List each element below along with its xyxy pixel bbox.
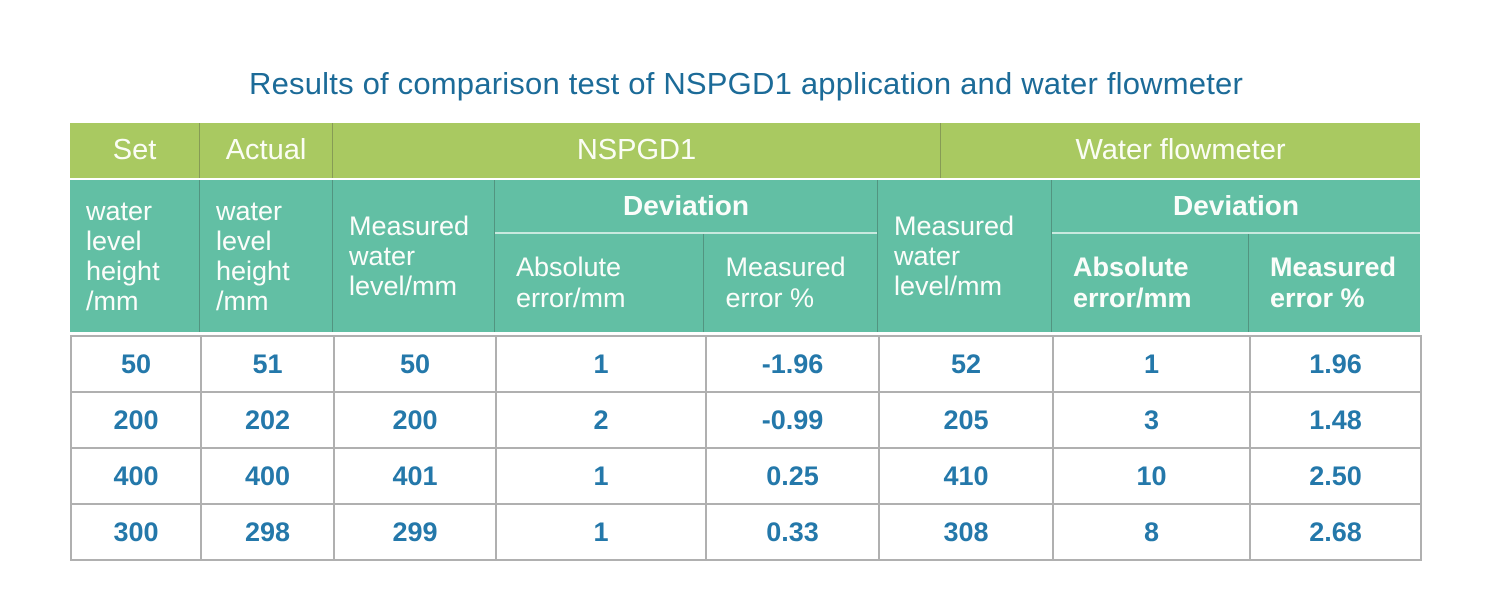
subheader-actual-water-level: water level height /mm — [200, 180, 333, 332]
table-cell: 50 — [333, 335, 497, 393]
deviation-label-nspgd1: Deviation — [495, 180, 877, 234]
data-table: 50 51 50 1 -1.96 52 1 1.96 200 202 200 2… — [70, 335, 1422, 561]
table-cell: 51 — [200, 335, 335, 393]
table-cell: 1 — [1052, 335, 1251, 393]
header-nspgd1: NSPGD1 — [333, 123, 941, 178]
subheader-wf-absolute-error: Absolute error/mm — [1052, 234, 1249, 332]
subheader-wf-measured: Measured water level/mm — [878, 180, 1052, 332]
table-cell: 200 — [70, 391, 202, 449]
table-cell: 400 — [200, 447, 335, 505]
table-row: 200 202 200 2 -0.99 205 3 1.48 — [70, 391, 1422, 449]
table-cell: 50 — [70, 335, 202, 393]
subheader-nspgd1-measured-error: Measured error % — [725, 252, 846, 313]
table-cell: 1.96 — [1249, 335, 1422, 393]
table-cell: -1.96 — [705, 335, 880, 393]
subheader-wf-measured-error: Measured error % — [1270, 252, 1397, 313]
table-cell: 205 — [878, 391, 1054, 449]
table-cell: 300 — [70, 503, 202, 561]
deviation-group-nspgd1: Deviation Absolute error/mm Measured err… — [495, 180, 878, 332]
table-row: 300 298 299 1 0.33 308 8 2.68 — [70, 503, 1422, 561]
deviation-subrow-nspgd1: Absolute error/mm Measured error % — [495, 234, 877, 332]
table-cell: 2.68 — [1249, 503, 1422, 561]
header-row-top: Set Actual NSPGD1 Water flowmeter — [70, 123, 1422, 180]
table-cell: 2 — [495, 391, 707, 449]
table-cell: 0.25 — [705, 447, 880, 505]
table-cell: 2.50 — [1249, 447, 1422, 505]
table-row: 400 400 401 1 0.25 410 10 2.50 — [70, 447, 1422, 505]
table-row: 50 51 50 1 -1.96 52 1 1.96 — [70, 335, 1422, 393]
table-cell: 1.48 — [1249, 391, 1422, 449]
table-cell: 10 — [1052, 447, 1251, 505]
table-cell: 52 — [878, 335, 1054, 393]
table-cell: 410 — [878, 447, 1054, 505]
table-cell: 298 — [200, 503, 335, 561]
table-cell: 308 — [878, 503, 1054, 561]
subheader-nspgd1-measured: Measured water level/mm — [333, 180, 495, 332]
table-cell: 8 — [1052, 503, 1251, 561]
table-cell: 1 — [495, 335, 707, 393]
deviation-label-water-flowmeter: Deviation — [1052, 180, 1420, 234]
table-cell: 1 — [495, 447, 707, 505]
results-table: Set Actual NSPGD1 Water flowmeter water … — [70, 123, 1422, 561]
table-cell: 202 — [200, 391, 335, 449]
header-water-flowmeter: Water flowmeter — [941, 123, 1420, 178]
header-actual: Actual — [200, 123, 333, 178]
table-cell: 400 — [70, 447, 202, 505]
table-cell: 0.33 — [705, 503, 880, 561]
header-row-sub: water level height /mm water level heigh… — [70, 180, 1422, 332]
page-title: Results of comparison test of NSPGD1 app… — [249, 66, 1243, 101]
table-cell: 200 — [333, 391, 497, 449]
table-cell: -0.99 — [705, 391, 880, 449]
table-cell: 1 — [495, 503, 707, 561]
table-cell: 3 — [1052, 391, 1251, 449]
header-set: Set — [70, 123, 200, 178]
subheader-set-water-level: water level height /mm — [70, 180, 200, 332]
deviation-subrow-water-flowmeter: Absolute error/mm Measured error % — [1052, 234, 1420, 332]
subheader-nspgd1-absolute-error: Absolute error/mm — [495, 234, 705, 332]
deviation-group-water-flowmeter: Deviation Absolute error/mm Measured err… — [1052, 180, 1420, 332]
table-cell: 299 — [333, 503, 497, 561]
table-cell: 401 — [333, 447, 497, 505]
